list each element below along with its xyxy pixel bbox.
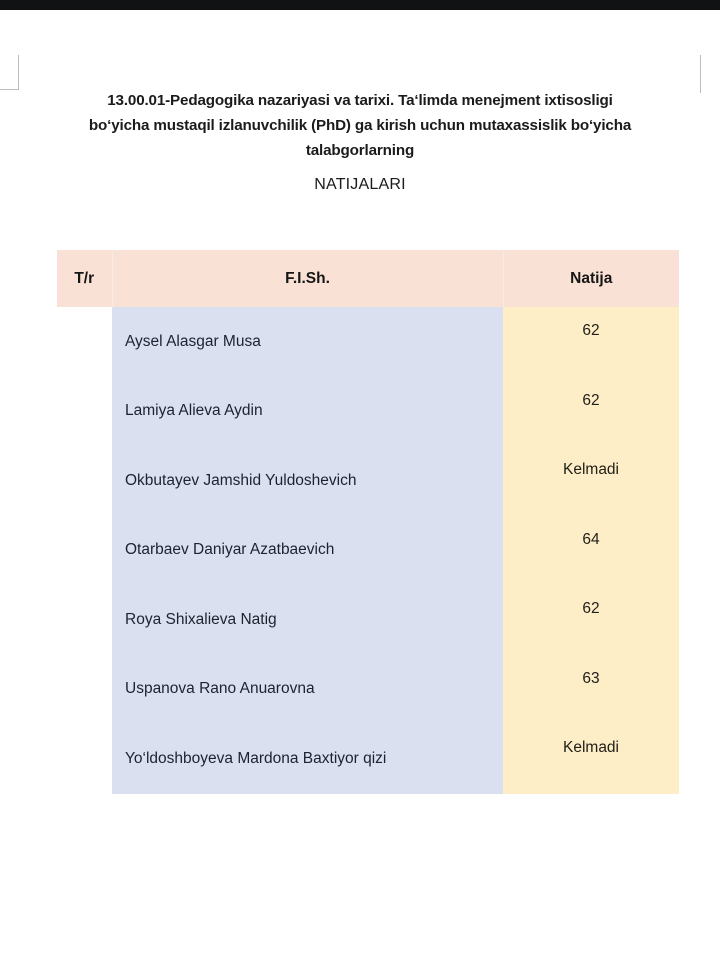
table-row: Aysel Alasgar Musa 62 [57, 307, 679, 377]
cell-name: Uspanova Rano Anuarovna [112, 654, 503, 724]
cell-name: Roya Shixalieva Natig [112, 585, 503, 655]
results-table: T/r F.I.Sh. Natija Aysel Alasgar Musa 62… [57, 250, 679, 794]
results-table-body: Aysel Alasgar Musa 62 Lamiya Alieva Aydi… [57, 307, 679, 794]
table-row: Lamiya Alieva Aydin 62 [57, 376, 679, 446]
document-page: 13.00.01-Pedagogika nazariyasi va tarixi… [0, 10, 720, 973]
cell-tr [57, 515, 112, 585]
page-subtitle: NATIJALARI [314, 176, 406, 193]
cell-score: 62 [503, 585, 679, 655]
column-header-name: F.I.Sh. [112, 250, 504, 307]
column-header-score: Natija [503, 250, 679, 307]
cell-name: Aysel Alasgar Musa [112, 307, 503, 377]
margin-crop-mark-left [0, 55, 19, 90]
cell-name: Yo‘ldoshboyeva Mardona Baxtiyor qizi [112, 724, 503, 794]
cell-score: Kelmadi [503, 446, 679, 516]
cell-tr [57, 585, 112, 655]
cell-tr [57, 376, 112, 446]
cell-score: 62 [503, 376, 679, 446]
status-bar [0, 0, 720, 10]
table-row: Roya Shixalieva Natig 62 [57, 585, 679, 655]
cell-score: 64 [503, 515, 679, 585]
cell-score: Kelmadi [503, 724, 679, 794]
cell-name: Lamiya Alieva Aydin [112, 376, 503, 446]
cell-score: 62 [503, 307, 679, 377]
table-row: Yo‘ldoshboyeva Mardona Baxtiyor qizi Kel… [57, 724, 679, 794]
cell-tr [57, 654, 112, 724]
cell-tr [57, 307, 112, 377]
page-title-line-1: 13.00.01-Pedagogika nazariyasi va tarixi… [107, 92, 613, 109]
cell-score: 63 [503, 654, 679, 724]
cell-name: Okbutayev Jamshid Yuldoshevich [112, 446, 503, 516]
table-header-row: T/r F.I.Sh. Natija [57, 250, 679, 307]
cell-tr [57, 446, 112, 516]
page-title-line-3: talabgorlarning [305, 142, 415, 159]
page-title: 13.00.01-Pedagogika nazariyasi va tarixi… [28, 88, 692, 163]
cell-name: Otarbaev Daniyar Azatbaevich [112, 515, 503, 585]
column-header-tr: T/r [57, 250, 113, 307]
results-table-header: T/r F.I.Sh. Natija [57, 250, 679, 307]
table-row: Otarbaev Daniyar Azatbaevich 64 [57, 515, 679, 585]
margin-crop-mark-right [700, 55, 720, 93]
page-title-line-2: bo‘yicha mustaqil izlanuvchilik (PhD) ga… [88, 117, 632, 134]
table-row: Okbutayev Jamshid Yuldoshevich Kelmadi [57, 446, 679, 516]
cell-tr [57, 724, 112, 794]
table-row: Uspanova Rano Anuarovna 63 [57, 654, 679, 724]
